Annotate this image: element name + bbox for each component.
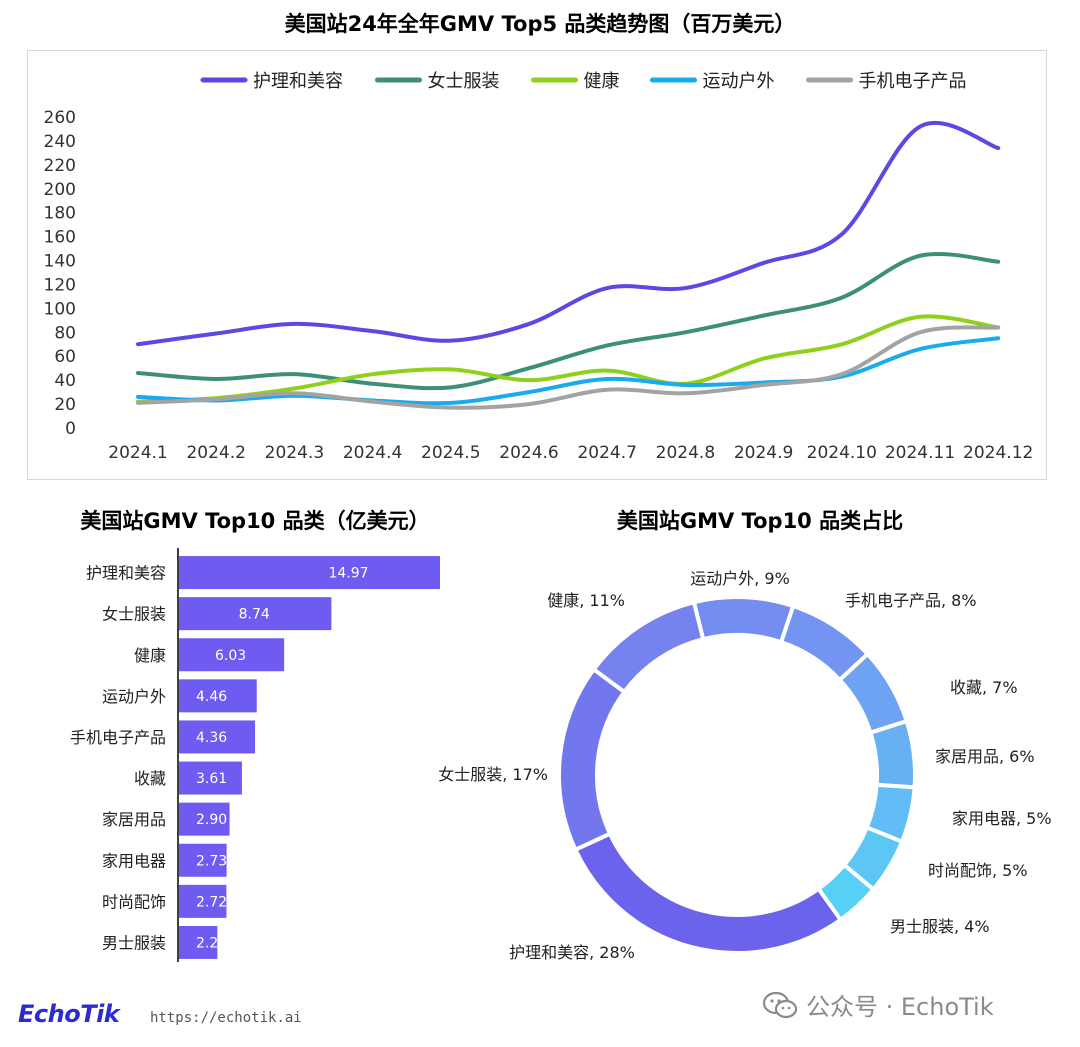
bar-value-label: 4.46 — [196, 689, 227, 705]
legend-item: 健康 — [531, 71, 620, 92]
donut-slice-label: 运动户外, 9% — [690, 569, 790, 588]
echotik-logo: EchoTik — [18, 1000, 120, 1028]
legend-item: 护理和美容 — [200, 71, 343, 92]
bar — [179, 720, 256, 754]
y-tick-label: 100 — [44, 299, 76, 319]
bar-chart: 护理和美容 14.97 女士服装 8.74 健康 6.03 运动户外 4.46 手机电子产品 4.… — [70, 548, 440, 962]
donut-slice — [691, 595, 796, 645]
series-line — [136, 336, 1001, 406]
series-line — [136, 314, 1001, 404]
x-tick-label: 2024.9 — [734, 443, 793, 463]
legend-label: 护理和美容 — [253, 71, 343, 92]
y-tick-label: 140 — [44, 252, 76, 272]
legend-item: 运动户外 — [650, 71, 775, 92]
bar-category-label: 家居用品 — [102, 810, 166, 829]
donut-chart-title: 美国站GMV Top10 品类占比 — [616, 509, 904, 533]
bar-value-label: 4.36 — [196, 730, 227, 746]
bar — [179, 638, 285, 672]
bar-value-label: 8.74 — [239, 607, 270, 623]
y-tick-label: 180 — [44, 204, 76, 224]
y-tick-label: 260 — [44, 108, 76, 128]
y-tick-label: 160 — [44, 228, 76, 248]
series-line — [136, 120, 1001, 347]
bar-category-label: 男士服装 — [102, 933, 166, 952]
bar-value-label: 2.73 — [196, 853, 227, 869]
donut-slice-label: 手机电子产品, 8% — [845, 591, 977, 610]
donut-slice-label: 女士服装, 17% — [438, 765, 548, 784]
donut-slice-label: 健康, 11% — [547, 591, 625, 610]
legend-label: 健康 — [584, 71, 620, 92]
x-tick-label: 2024.6 — [499, 443, 558, 463]
legend-item: 女士服装 — [375, 71, 500, 92]
wechat-badge: 公众号 · EchoTik — [762, 987, 994, 1022]
donut-slice — [557, 666, 628, 853]
y-tick-label: 60 — [54, 347, 76, 367]
bar — [179, 843, 227, 877]
line-chart-title: 美国站24年全年GMV Top5 品类趋势图（百万美元） — [284, 12, 796, 36]
bar-category-label: 手机电子产品 — [70, 728, 166, 747]
x-tick-label: 2024.1 — [108, 443, 167, 463]
bar-category-label: 女士服装 — [102, 605, 166, 624]
x-tick-label: 2024.11 — [885, 443, 955, 463]
donut-slice — [867, 718, 917, 790]
wechat-icon — [762, 991, 798, 1018]
y-tick-label: 20 — [54, 395, 76, 415]
bar-chart-title: 美国站GMV Top10 品类（亿美元） — [80, 509, 430, 533]
bar — [179, 679, 257, 713]
donut-slice-label: 护理和美容, 28% — [509, 943, 635, 962]
donut-slice — [572, 831, 844, 955]
bar — [179, 761, 242, 795]
donut-slice-label: 男士服装, 4% — [890, 917, 990, 936]
x-tick-label: 2024.7 — [577, 443, 636, 463]
donut-slice-label: 时尚配饰, 5% — [928, 861, 1028, 880]
bar-category-label: 时尚配饰 — [102, 892, 166, 911]
line-chart-panel: 0 20 40 60 80 100 120 140 160 180 200 220 240 260 2024… — [27, 50, 1047, 480]
x-tick-label: 2024.12 — [963, 443, 1033, 463]
bar-value-label: 3.61 — [196, 771, 227, 787]
donut-slice-label: 家用电器, 5% — [952, 809, 1052, 828]
series-line — [136, 325, 1001, 410]
bar-value-label: 2.90 — [196, 812, 227, 828]
donut-chart: 运动户外, 9% 手机电子产品, 8% 收藏, 7% 家居用品, 6% 家用电器, 5%… — [438, 569, 1052, 962]
x-tick-label: 2024.2 — [186, 443, 245, 463]
bar-value-label: 2.2 — [196, 935, 218, 951]
bar-value-label: 2.72 — [196, 894, 227, 910]
y-tick-label: 200 — [44, 180, 76, 200]
donut-slice — [590, 599, 706, 695]
bar-category-label: 收藏 — [134, 769, 166, 788]
y-tick-label: 80 — [54, 323, 76, 343]
series-line — [136, 251, 1001, 391]
wechat-text: 公众号 · EchoTik — [806, 993, 994, 1021]
x-tick-label: 2024.10 — [807, 443, 877, 463]
y-tick-label: 240 — [44, 132, 76, 152]
footer-url[interactable]: https://echotik.ai — [150, 1010, 302, 1026]
bar-value-label: 6.03 — [215, 648, 246, 664]
x-tick-label: 2024.5 — [421, 443, 480, 463]
bar — [179, 597, 332, 631]
bar-category-label: 护理和美容 — [86, 564, 166, 583]
bar — [179, 925, 218, 959]
bar — [179, 802, 230, 836]
bar-category-label: 运动户外 — [102, 687, 166, 706]
legend-label: 运动户外 — [703, 71, 775, 92]
bar-value-label: 14.97 — [328, 566, 368, 582]
y-tick-label: 0 — [65, 419, 76, 439]
y-tick-label: 40 — [54, 371, 76, 391]
bar-category-label: 家用电器 — [102, 851, 166, 870]
x-tick-label: 2024.3 — [265, 443, 324, 463]
donut-slice-label: 收藏, 7% — [950, 678, 1018, 697]
line-chart: 0 20 40 60 80 100 120 140 160 180 200 220 240 260 2024… — [44, 71, 1034, 463]
legend-label: 手机电子产品 — [859, 71, 967, 92]
bar — [179, 884, 227, 918]
bar-category-label: 健康 — [134, 646, 166, 665]
x-tick-label: 2024.8 — [656, 443, 715, 463]
x-tick-label: 2024.4 — [343, 443, 402, 463]
legend-item: 手机电子产品 — [806, 71, 967, 92]
y-tick-label: 220 — [44, 156, 76, 176]
legend-label: 女士服装 — [428, 71, 500, 92]
bar — [179, 556, 440, 590]
y-tick-label: 120 — [44, 275, 76, 295]
donut-slice-label: 家居用品, 6% — [935, 747, 1035, 766]
